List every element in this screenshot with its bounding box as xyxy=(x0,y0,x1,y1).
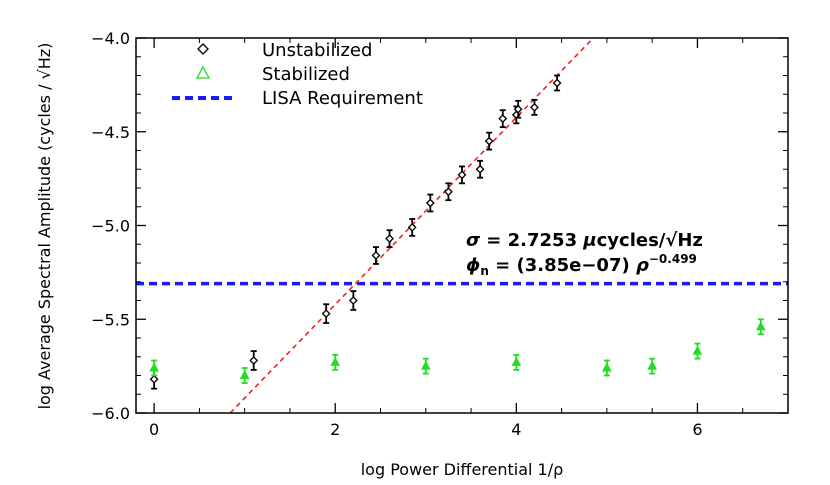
stabilized-point xyxy=(239,369,250,379)
x-tick-label: 0 xyxy=(149,420,159,439)
axes-layer: 0 2 4 6 −6.0 −5.5 −5.0 −4.5 −4.0 xyxy=(91,29,789,439)
stabilized-point xyxy=(511,356,522,366)
legend-label-unstabilized: Unstabilized xyxy=(262,40,372,61)
y-tick-label: −5.5 xyxy=(91,310,130,329)
unstabilized-point xyxy=(149,374,159,384)
phi-subscript: n xyxy=(480,264,489,278)
unstabilized-point xyxy=(475,164,485,174)
unstabilized-point xyxy=(425,198,435,208)
phi-value: = (3.85e−07) xyxy=(489,255,636,276)
unstabilized-point xyxy=(457,170,467,180)
x-tick-label: 6 xyxy=(692,420,702,439)
legend-label-lisa: LISA Requirement xyxy=(262,88,423,109)
y-tick-label: −6.0 xyxy=(91,404,130,423)
unstabilized-point xyxy=(498,114,508,124)
y-axis-label: log Average Spectral Amplitude (cycles /… xyxy=(35,43,54,410)
sigma-annotation: σ = 2.7253 μcycles/√Hz xyxy=(466,230,703,251)
legend-marker-stabilized xyxy=(195,65,211,79)
legend: Unstabilized Stabilized LISA Requirement xyxy=(172,40,423,109)
legend-marker-unstabilized xyxy=(197,43,209,55)
stabilized-point xyxy=(647,360,658,370)
y-tick-label: −4.0 xyxy=(91,29,130,48)
stabilized-point xyxy=(755,321,766,331)
unstabilized-point xyxy=(552,78,562,88)
unstabilized-point xyxy=(321,309,331,319)
plot-layer xyxy=(136,37,788,414)
unstabilized-point xyxy=(443,187,453,197)
stabilized-point xyxy=(149,362,159,372)
svg-text:σ = 2.7253 μcycles/√Hz: σ = 2.7253 μcycles/√Hz xyxy=(466,230,703,251)
stabilized-point xyxy=(602,362,612,372)
unstabilized-point xyxy=(385,234,394,244)
sigma-symbol: σ xyxy=(466,230,481,251)
unstabilized-point xyxy=(249,356,259,365)
unstabilized-point xyxy=(371,251,381,260)
x-tick-label: 2 xyxy=(330,420,340,439)
legend-label-stabilized: Stabilized xyxy=(262,64,350,85)
stabilized-point xyxy=(330,356,341,366)
svg-text:ϕn = (3.85e−07) ρ−0.499: ϕn = (3.85e−07) ρ−0.499 xyxy=(466,252,697,278)
phi-exponent: −0.499 xyxy=(649,252,697,266)
stabilized-point xyxy=(692,345,703,355)
unstabilized-point xyxy=(484,136,494,146)
stabilized-point xyxy=(420,360,431,370)
x-axis-label: log Power Differential 1/ρ xyxy=(361,460,564,479)
x-tick-label: 4 xyxy=(511,420,521,439)
sigma-value: = 2.7253 xyxy=(480,230,583,251)
plot-frame xyxy=(135,37,789,414)
phi-annotation: ϕn = (3.85e−07) ρ−0.499 xyxy=(466,252,697,278)
unstabilized-point xyxy=(348,296,358,305)
y-tick-label: −4.5 xyxy=(91,123,130,142)
unstabilized-point xyxy=(407,222,417,232)
sigma-unit: cycles/√Hz xyxy=(597,230,703,251)
unstabilized-point xyxy=(513,104,523,114)
sigma-mu: μ xyxy=(582,230,596,251)
y-tick-label: −5.0 xyxy=(91,217,130,236)
phi-rho: ρ xyxy=(636,255,649,276)
phi-symbol: ϕ xyxy=(466,255,480,276)
unstabilized-point xyxy=(530,102,539,112)
